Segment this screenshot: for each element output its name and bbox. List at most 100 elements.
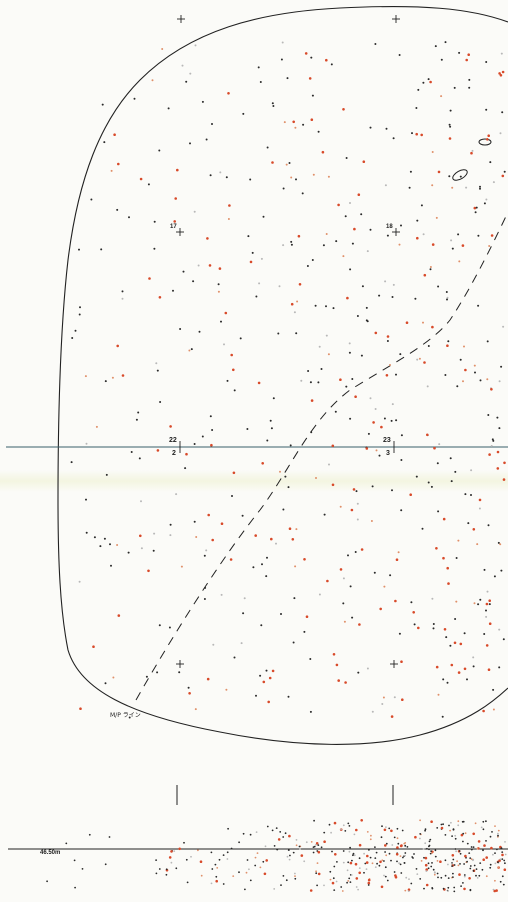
- section-find-dot: [440, 826, 444, 830]
- find-spot-dot: [448, 175, 451, 178]
- section-find-dot: [492, 888, 495, 891]
- section-find-dot: [423, 887, 425, 890]
- find-spot-dot: [271, 161, 274, 164]
- section-find-dot: [286, 855, 289, 858]
- section-find-dot: [242, 832, 245, 835]
- find-spot-dot: [381, 703, 384, 705]
- section-find-dot: [340, 886, 343, 888]
- section-find-dot: [358, 843, 362, 847]
- find-spot-dot: [357, 671, 360, 674]
- section-find-dot: [396, 827, 399, 830]
- section-find-dot: [215, 879, 218, 883]
- find-spot-dot: [169, 425, 172, 428]
- find-spot-dot: [287, 695, 290, 698]
- section-find-dot: [310, 841, 313, 843]
- find-spot-dot: [317, 130, 320, 133]
- find-spot-dot: [487, 134, 491, 137]
- find-spot-dot: [325, 58, 328, 62]
- find-spot-dot: [486, 138, 489, 141]
- find-spot-dot: [92, 645, 95, 648]
- find-spot-dot: [435, 665, 439, 669]
- section-find-dot: [466, 860, 468, 863]
- section-find-dot: [384, 851, 386, 853]
- section-find-dot: [342, 824, 345, 827]
- find-spot-dot: [488, 245, 491, 247]
- section-find-dot: [197, 849, 199, 852]
- find-spot-dot: [479, 185, 481, 188]
- section-find-dot: [497, 866, 500, 869]
- find-spot-dot: [360, 548, 364, 551]
- find-spot-dot: [473, 206, 477, 210]
- section-find-dot: [452, 858, 455, 861]
- find-spot-dot: [110, 564, 112, 567]
- find-spot-dot: [399, 353, 402, 356]
- section-find-dot: [332, 877, 335, 880]
- find-spot-dot: [384, 184, 387, 187]
- find-spot-dot: [475, 206, 478, 209]
- find-spot-dot: [325, 305, 327, 308]
- section-find-dot: [419, 878, 422, 880]
- section-find-dot: [428, 848, 430, 851]
- find-spot-dot: [357, 193, 361, 196]
- find-spot-dot: [445, 291, 448, 293]
- section-find-dot: [475, 874, 477, 877]
- section-find-dot: [369, 838, 372, 841]
- find-spot-dot: [284, 475, 287, 478]
- section-find-dot: [346, 869, 349, 872]
- find-spot-dot: [358, 623, 361, 626]
- find-spot-dot: [293, 311, 296, 314]
- section-find-dot: [336, 861, 338, 863]
- find-spot-dot: [189, 72, 192, 75]
- section-find-dot: [263, 872, 267, 876]
- find-spot-dot: [426, 433, 429, 437]
- find-spot-dot: [217, 283, 220, 286]
- section-find-dot: [433, 873, 436, 876]
- find-spot-dot: [352, 488, 356, 491]
- find-spot-dot: [485, 644, 489, 647]
- section-find-dot: [232, 875, 235, 877]
- section-find-dot: [416, 873, 419, 875]
- section-find-dot: [413, 853, 415, 855]
- section-find-dot: [357, 888, 359, 891]
- section-find-dot: [388, 852, 391, 855]
- find-spot-dot: [95, 425, 98, 428]
- section-find-dot: [282, 836, 285, 838]
- section-find-dot: [366, 831, 369, 833]
- section-find-dot: [385, 854, 388, 857]
- find-spot-dot: [453, 641, 457, 645]
- find-spot-dot: [498, 628, 501, 631]
- find-spot-dot: [471, 149, 474, 152]
- find-spot-dot: [195, 536, 198, 538]
- section-find-dot: [463, 863, 465, 865]
- find-spot-dot: [331, 444, 335, 448]
- find-spot-dot: [427, 481, 430, 484]
- find-spot-dot: [159, 401, 162, 403]
- find-spot-dot: [240, 642, 243, 645]
- section-find-dot: [395, 853, 399, 856]
- section-find-dot: [434, 855, 437, 858]
- find-spot-dot: [483, 568, 486, 571]
- section-find-dot: [277, 838, 281, 841]
- grid-label-23: 23: [383, 437, 391, 444]
- find-spot-dot: [477, 603, 480, 606]
- section-find-dot: [425, 883, 429, 887]
- find-spot-dot: [201, 435, 204, 438]
- section-find-dot: [329, 878, 332, 881]
- section-find-dot: [333, 889, 336, 891]
- section-find-dot: [504, 862, 506, 865]
- grid-label-22: 22: [169, 437, 177, 444]
- section-find-dot: [397, 842, 400, 845]
- find-spot-dot: [415, 107, 418, 109]
- find-spot-dot: [257, 66, 260, 69]
- find-spot-dot: [339, 378, 342, 382]
- find-spot-dot: [486, 378, 489, 381]
- find-spot-dot: [242, 112, 245, 115]
- find-spot-dot: [457, 539, 460, 542]
- section-find-dot: [352, 854, 354, 857]
- find-spot-dot: [408, 186, 411, 189]
- find-spot-dot: [288, 162, 291, 164]
- find-spot-dot: [211, 429, 214, 431]
- section-find-dot: [460, 833, 464, 837]
- find-spot-dot: [327, 175, 330, 178]
- find-spot-dot: [211, 123, 213, 125]
